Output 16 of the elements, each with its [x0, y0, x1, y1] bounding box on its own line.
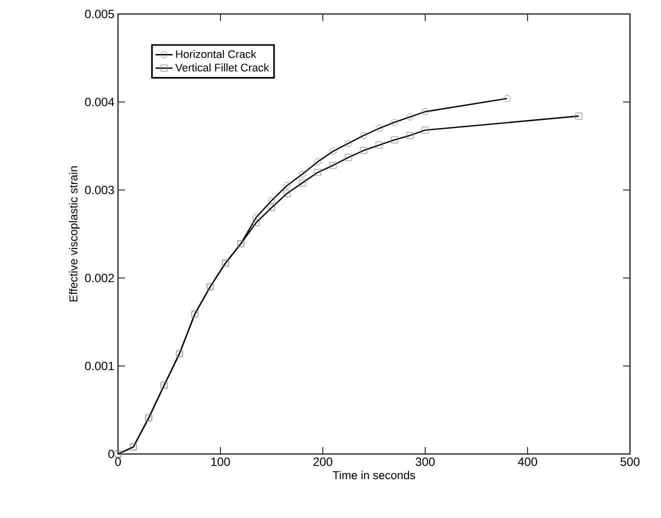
x-tick-label: 300 [416, 458, 435, 466]
x-tick-label: 400 [518, 458, 538, 466]
x-tick-label: 200 [313, 458, 332, 466]
y-axis-title: Effective viscoplastic strain [69, 166, 80, 302]
y-tick-label: 0.004 [85, 98, 114, 106]
y-tick-label: 0.001 [85, 362, 114, 370]
x-tick-label: 0 [115, 458, 121, 466]
y-tick-label: 0.002 [85, 274, 114, 282]
legend-label: Horizontal Crack [176, 50, 256, 58]
x-tick-label: 500 [620, 458, 640, 466]
y-tick-label: 0.005 [85, 10, 114, 18]
x-axis-title: Time in seconds [332, 470, 416, 480]
legend-label: Vertical Fillet Crack [175, 63, 270, 72]
y-tick-label: 0 [108, 450, 114, 458]
y-tick-label: 0.003 [85, 186, 114, 194]
x-tick-label: 100 [211, 458, 230, 466]
